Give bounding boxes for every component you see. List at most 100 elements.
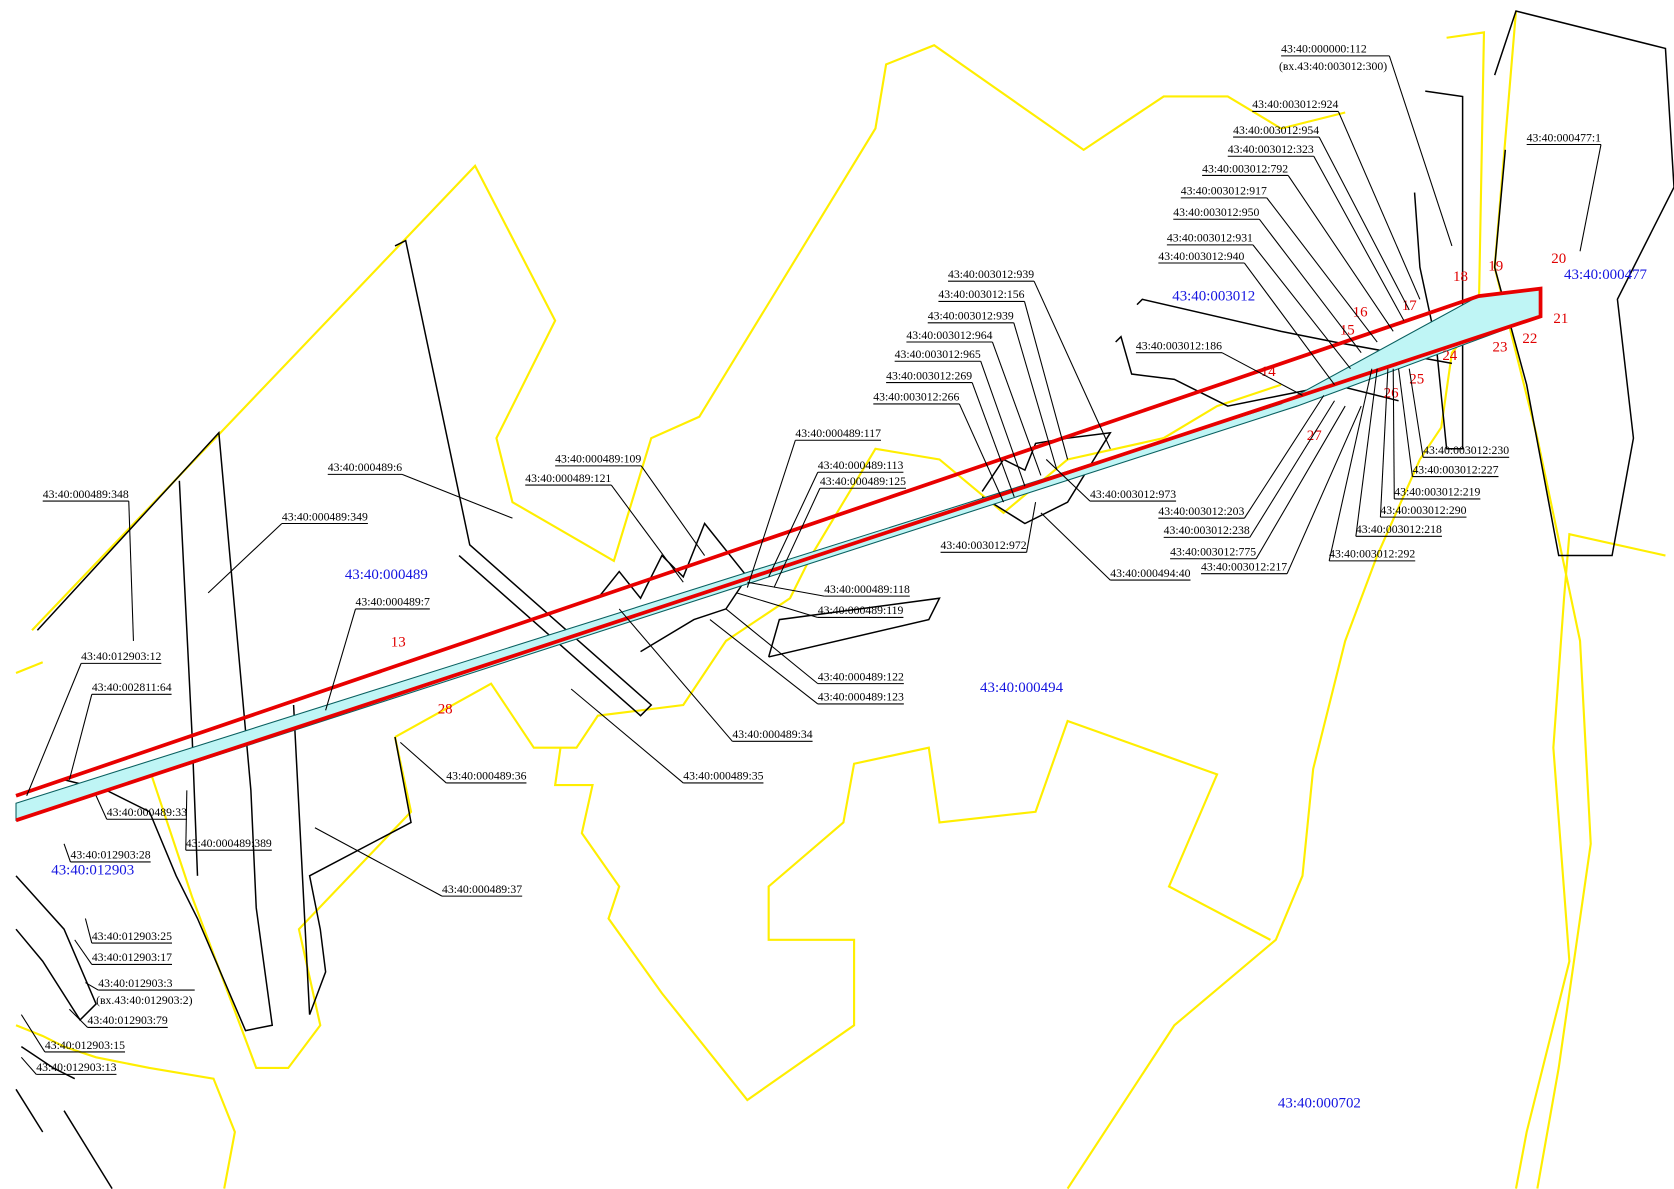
leader-line bbox=[980, 361, 1026, 487]
parcel-label: 43:40:012903:79 bbox=[88, 1014, 168, 1027]
parcel-label: 43:40:003012:973 bbox=[1090, 488, 1176, 501]
parcel-label: 43:40:012903:12 bbox=[81, 650, 161, 663]
parcel-label: 43:40:012903:3 bbox=[98, 977, 172, 990]
point-label: 13 bbox=[391, 634, 406, 650]
parcel-label: 43:40:003012:965 bbox=[895, 348, 981, 361]
corridor bbox=[15, 286, 1543, 823]
parcel-label: 43:40:000489:113 bbox=[818, 459, 904, 472]
leader-line bbox=[736, 592, 818, 618]
leader-line bbox=[1286, 405, 1362, 574]
leader-line bbox=[1392, 368, 1395, 499]
parcel-label: 43:40:003012:964 bbox=[906, 329, 992, 342]
parcel-label: 43:40:000489:6 bbox=[328, 461, 402, 474]
point-label: 28 bbox=[438, 702, 453, 718]
parcel-label: 43:40:000489:122 bbox=[818, 670, 904, 683]
point-label: 15 bbox=[1340, 323, 1355, 339]
parcel-label: 43:40:003012:323 bbox=[1228, 143, 1314, 156]
parcel-label: 43:40:000489:125 bbox=[820, 475, 906, 488]
parcel-label: 43:40:003012:939 bbox=[948, 268, 1034, 281]
parcel-label: 43:40:000489:349 bbox=[282, 510, 368, 523]
leader-line bbox=[1013, 322, 1058, 471]
point-label: 21 bbox=[1553, 311, 1568, 327]
parcel-label: 43:40:000489:7 bbox=[356, 596, 430, 609]
point-label: 26 bbox=[1384, 386, 1399, 402]
quarter-boundaries bbox=[15, 10, 1666, 1189]
leader-line bbox=[1266, 197, 1378, 343]
parcel-label: 43:40:003012:227 bbox=[1412, 463, 1498, 476]
parcel-label: 43:40:003012:230 bbox=[1423, 444, 1509, 457]
leader-line bbox=[1249, 400, 1335, 538]
leader-line bbox=[1355, 368, 1378, 537]
leader-line bbox=[207, 523, 283, 594]
parcel-label: 43:40:000000:112 bbox=[1281, 43, 1367, 56]
parcel-label: 43:40:000489:37 bbox=[442, 883, 522, 896]
leader-line bbox=[768, 472, 819, 578]
leader-line bbox=[1252, 244, 1351, 370]
parcel-label: 43:40:000489:35 bbox=[683, 770, 763, 783]
leader-line bbox=[314, 827, 443, 897]
leader-line bbox=[991, 341, 1042, 476]
parcel-label: 43:40:003012:238 bbox=[1164, 524, 1250, 537]
quarter-label: 43:40:000702 bbox=[1278, 1095, 1361, 1111]
parcel-label: 43:40:003012:792 bbox=[1202, 162, 1288, 175]
parcel-note: (вх.43:40:012903:2) bbox=[96, 994, 193, 1007]
leader-line bbox=[640, 465, 706, 556]
parcel-label: 43:40:000489:121 bbox=[525, 472, 611, 485]
leader-line bbox=[1243, 262, 1335, 386]
parcel-label: 43:40:000489:123 bbox=[818, 691, 904, 704]
point-label: 14 bbox=[1261, 364, 1276, 380]
leader-line bbox=[1221, 352, 1303, 396]
parcel-label: 43:40:012903:25 bbox=[92, 930, 172, 943]
point-label: 19 bbox=[1488, 258, 1503, 274]
leader-line bbox=[1258, 218, 1362, 354]
leader-line bbox=[773, 488, 821, 588]
leader-line bbox=[74, 939, 93, 965]
leader-line bbox=[610, 484, 684, 583]
parcel-label: 43:40:003012:940 bbox=[1158, 250, 1244, 263]
parcel-label: 43:40:003012:924 bbox=[1252, 98, 1338, 111]
parcel-label: 43:40:003012:186 bbox=[1136, 339, 1222, 352]
leader-line bbox=[84, 918, 93, 944]
point-label: 18 bbox=[1453, 269, 1468, 285]
parcel-note: (вх.43:40:003012:300) bbox=[1279, 60, 1387, 73]
leader-line bbox=[1045, 459, 1091, 502]
quarter-label: 43:40:012903 bbox=[51, 863, 134, 879]
leader-line bbox=[26, 663, 82, 796]
quarter-label: 43:40:000477 bbox=[1564, 267, 1648, 283]
leader-line bbox=[1026, 502, 1037, 553]
parcel-label: 43:40:003012:156 bbox=[938, 288, 1024, 301]
parcel-label: 43:40:003012:290 bbox=[1380, 504, 1466, 517]
leader-line bbox=[68, 694, 93, 780]
parcel-label: 43:40:000489:348 bbox=[43, 488, 129, 501]
leader-line bbox=[1040, 512, 1111, 581]
leader-line bbox=[63, 843, 71, 863]
leader-line bbox=[570, 688, 684, 784]
leader-line bbox=[325, 608, 357, 711]
parcel-label: 43:40:012903:15 bbox=[45, 1039, 125, 1052]
parcel-label: 43:40:003012:219 bbox=[1394, 486, 1480, 499]
leader-line bbox=[1318, 136, 1410, 311]
parcel-label: 43:40:003012:939 bbox=[928, 310, 1014, 323]
parcel-label: 43:40:003012:775 bbox=[1170, 546, 1256, 559]
parcel-labels: 43:40:000000:112 (вх.43:40:003012:300) 43:… bbox=[20, 43, 1602, 1075]
parcel-label: 43:40:012903:17 bbox=[92, 951, 172, 964]
point-label: 22 bbox=[1522, 331, 1537, 347]
leader-line bbox=[20, 1056, 37, 1075]
point-label: 16 bbox=[1353, 304, 1368, 320]
leader-line bbox=[618, 608, 733, 742]
parcel-label: 43:40:003012:917 bbox=[1181, 185, 1267, 198]
parcel-label: 43:40:003012:218 bbox=[1356, 523, 1442, 536]
leader-line bbox=[1328, 368, 1373, 561]
leader-line bbox=[128, 501, 134, 641]
parcel-label: 43:40:000489:33 bbox=[107, 806, 187, 819]
parcel-label: 43:40:003012:269 bbox=[886, 369, 972, 382]
leader-line bbox=[69, 1008, 88, 1028]
parcel-label: 43:40:003012:954 bbox=[1233, 124, 1319, 137]
leader-line bbox=[1313, 155, 1405, 321]
leader-line bbox=[1398, 368, 1413, 477]
parcel-label: 43:40:003012:203 bbox=[1158, 505, 1244, 518]
leader-line bbox=[971, 382, 1015, 497]
leader-line bbox=[1243, 395, 1325, 519]
